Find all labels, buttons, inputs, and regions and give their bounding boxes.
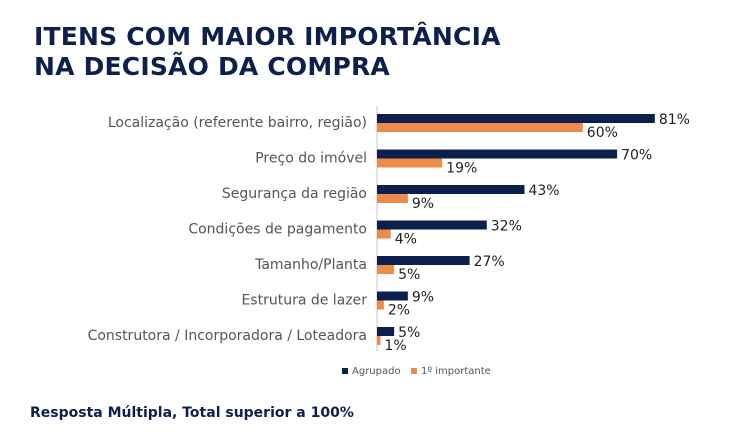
bar-primeiro-importante xyxy=(377,336,381,345)
title-line-1: ITENS COM MAIOR IMPORTÂNCIA xyxy=(34,22,501,51)
bar-agrupado xyxy=(377,149,618,159)
bar-agrupado xyxy=(377,327,395,336)
data-label: 4% xyxy=(395,232,417,248)
category-label: Construtora / Incorporadora / Loteadora xyxy=(88,328,367,344)
title-line-2: NA DECISÃO DA COMPRA xyxy=(34,52,390,81)
data-label: 19% xyxy=(446,161,477,177)
footnote: Resposta Múltipla, Total superior a 100% xyxy=(30,405,354,421)
legend-label: 1º importante xyxy=(421,366,491,377)
category-label: Tamanho/Planta xyxy=(254,257,367,273)
data-label: 1% xyxy=(384,338,406,354)
category-label: Segurança da região xyxy=(222,186,367,202)
data-label: 60% xyxy=(587,125,618,141)
data-label: 5% xyxy=(398,267,420,283)
data-label: 27% xyxy=(474,254,505,270)
category-label: Localização (referente bairro, região) xyxy=(108,115,367,131)
legend-label: Agrupado xyxy=(352,366,401,377)
category-label: Estrutura de lazer xyxy=(241,293,367,309)
bar-agrupado xyxy=(377,185,525,194)
bar-primeiro-importante xyxy=(377,194,408,203)
bar-primeiro-importante xyxy=(377,265,395,274)
bar-primeiro-importante xyxy=(377,229,391,239)
data-label: 43% xyxy=(528,183,559,199)
category-label: Condições de pagamento xyxy=(188,222,367,238)
data-label: 9% xyxy=(412,196,434,212)
bar-agrupado xyxy=(377,114,655,123)
data-label: 2% xyxy=(388,303,410,319)
bar-agrupado xyxy=(377,220,487,230)
data-label: 5% xyxy=(398,325,420,341)
legend-swatch xyxy=(411,368,417,374)
bar-agrupado xyxy=(377,256,470,265)
data-label: 32% xyxy=(491,219,522,235)
bar-agrupado xyxy=(377,291,408,301)
data-label: 9% xyxy=(412,290,434,306)
data-label: 81% xyxy=(659,112,690,128)
data-label: 70% xyxy=(621,148,652,164)
category-label: Preço do imóvel xyxy=(255,151,367,167)
bar-primeiro-importante xyxy=(377,300,384,310)
bar-primeiro-importante xyxy=(377,123,583,132)
legend-swatch xyxy=(342,368,348,374)
bar-primeiro-importante xyxy=(377,158,443,168)
page-title: ITENS COM MAIOR IMPORTÂNCIA NA DECISÃO D… xyxy=(34,22,501,82)
